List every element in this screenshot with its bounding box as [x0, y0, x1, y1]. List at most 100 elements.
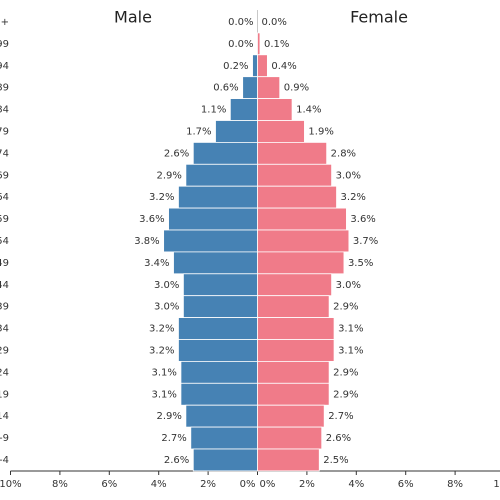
value-label: 3.6% — [139, 214, 164, 225]
age-label: 60-64 — [0, 192, 9, 203]
x-tick-label: 10% — [493, 479, 500, 490]
value-label: 3.1% — [338, 324, 363, 335]
value-label: 2.9% — [333, 389, 358, 400]
x-tick-label: 8% — [447, 479, 463, 490]
value-label: 3.0% — [154, 280, 179, 291]
value-label: 3.0% — [336, 280, 361, 291]
bar — [168, 207, 258, 231]
bar — [192, 448, 258, 472]
bar — [257, 185, 337, 209]
value-label: 0.4% — [271, 61, 296, 72]
value-label: 1.1% — [201, 105, 226, 116]
bar — [257, 360, 330, 384]
bar — [180, 360, 258, 384]
age-label: 45-49 — [0, 258, 9, 269]
age-label: 100+ — [0, 17, 9, 28]
value-label: 1.9% — [308, 126, 333, 137]
value-label: 3.2% — [149, 324, 174, 335]
value-label: 3.1% — [338, 345, 363, 356]
bar — [257, 141, 328, 165]
bar — [257, 317, 335, 340]
female-title: Female — [350, 8, 408, 27]
bar — [178, 317, 258, 340]
value-label: 0.0% — [228, 17, 253, 28]
value-label: 3.1% — [152, 389, 177, 400]
age-label: 50-54 — [0, 236, 9, 247]
bar — [173, 251, 258, 275]
value-label: 3.0% — [336, 170, 361, 181]
bar — [257, 207, 347, 231]
age-label: 70-74 — [0, 148, 9, 159]
x-tick-label: 8% — [52, 479, 68, 490]
bar — [229, 98, 258, 121]
value-label: 3.2% — [341, 192, 366, 203]
value-label: 0.0% — [228, 39, 253, 50]
value-label: 2.9% — [156, 411, 181, 422]
age-label: 20-24 — [0, 367, 9, 378]
bar — [180, 382, 258, 406]
value-label: 3.7% — [353, 236, 378, 247]
x-tick-label: 0% — [240, 479, 256, 490]
bar — [257, 98, 293, 121]
value-label: 2.5% — [323, 455, 348, 466]
x-tick-label: 6% — [101, 479, 117, 490]
x-tick-label: 0% — [260, 479, 276, 490]
bar — [185, 163, 258, 187]
value-label: 2.9% — [156, 170, 181, 181]
x-tick-label: 4% — [348, 479, 364, 490]
value-label: 1.7% — [186, 126, 211, 137]
value-label: 0.2% — [223, 61, 248, 72]
age-label: 5-9 — [0, 433, 9, 444]
bar — [257, 339, 335, 362]
bar — [178, 339, 258, 362]
value-label: 0.0% — [262, 17, 287, 28]
age-label: 40-44 — [0, 280, 9, 291]
age-label: 90-94 — [0, 61, 9, 72]
bar — [257, 120, 305, 143]
value-label: 3.0% — [154, 302, 179, 313]
value-label: 1.4% — [296, 105, 321, 116]
value-label: 2.9% — [333, 302, 358, 313]
bar — [257, 404, 325, 428]
x-tick-label: 4% — [151, 479, 167, 490]
age-label: 80-84 — [0, 105, 9, 116]
value-label: 3.4% — [144, 258, 169, 269]
x-tick-label: 2% — [200, 479, 216, 490]
value-label: 0.6% — [213, 83, 238, 94]
x-tick-label: 6% — [398, 479, 414, 490]
value-label: 2.7% — [328, 411, 353, 422]
value-label: 2.6% — [326, 433, 351, 444]
value-label: 2.9% — [333, 367, 358, 378]
bar — [257, 273, 332, 297]
value-label: 0.9% — [284, 83, 309, 94]
age-label: 25-29 — [0, 345, 9, 356]
age-label: 55-59 — [0, 214, 9, 225]
value-label: 2.8% — [331, 148, 356, 159]
value-label: 3.1% — [152, 367, 177, 378]
bar — [242, 76, 258, 99]
bar — [257, 229, 350, 253]
bar — [192, 141, 258, 165]
bar — [182, 273, 258, 297]
bar — [257, 251, 345, 275]
value-label: 3.5% — [348, 258, 373, 269]
age-label: 75-79 — [0, 126, 9, 137]
age-label: 65-69 — [0, 170, 9, 181]
value-label: 2.7% — [161, 433, 186, 444]
bar — [252, 54, 258, 78]
x-tick-label: 10% — [0, 479, 22, 490]
bar — [257, 295, 330, 319]
value-label: 2.6% — [164, 148, 189, 159]
bar — [257, 76, 281, 99]
bar — [257, 448, 320, 472]
age-label: 95-99 — [0, 39, 9, 50]
age-label: 15-19 — [0, 389, 9, 400]
bar — [257, 426, 323, 450]
bar — [257, 54, 268, 78]
value-label: 0.1% — [264, 39, 289, 50]
bar — [257, 32, 261, 56]
bar — [185, 404, 258, 428]
age-label: 30-34 — [0, 324, 9, 335]
bar — [182, 295, 258, 319]
